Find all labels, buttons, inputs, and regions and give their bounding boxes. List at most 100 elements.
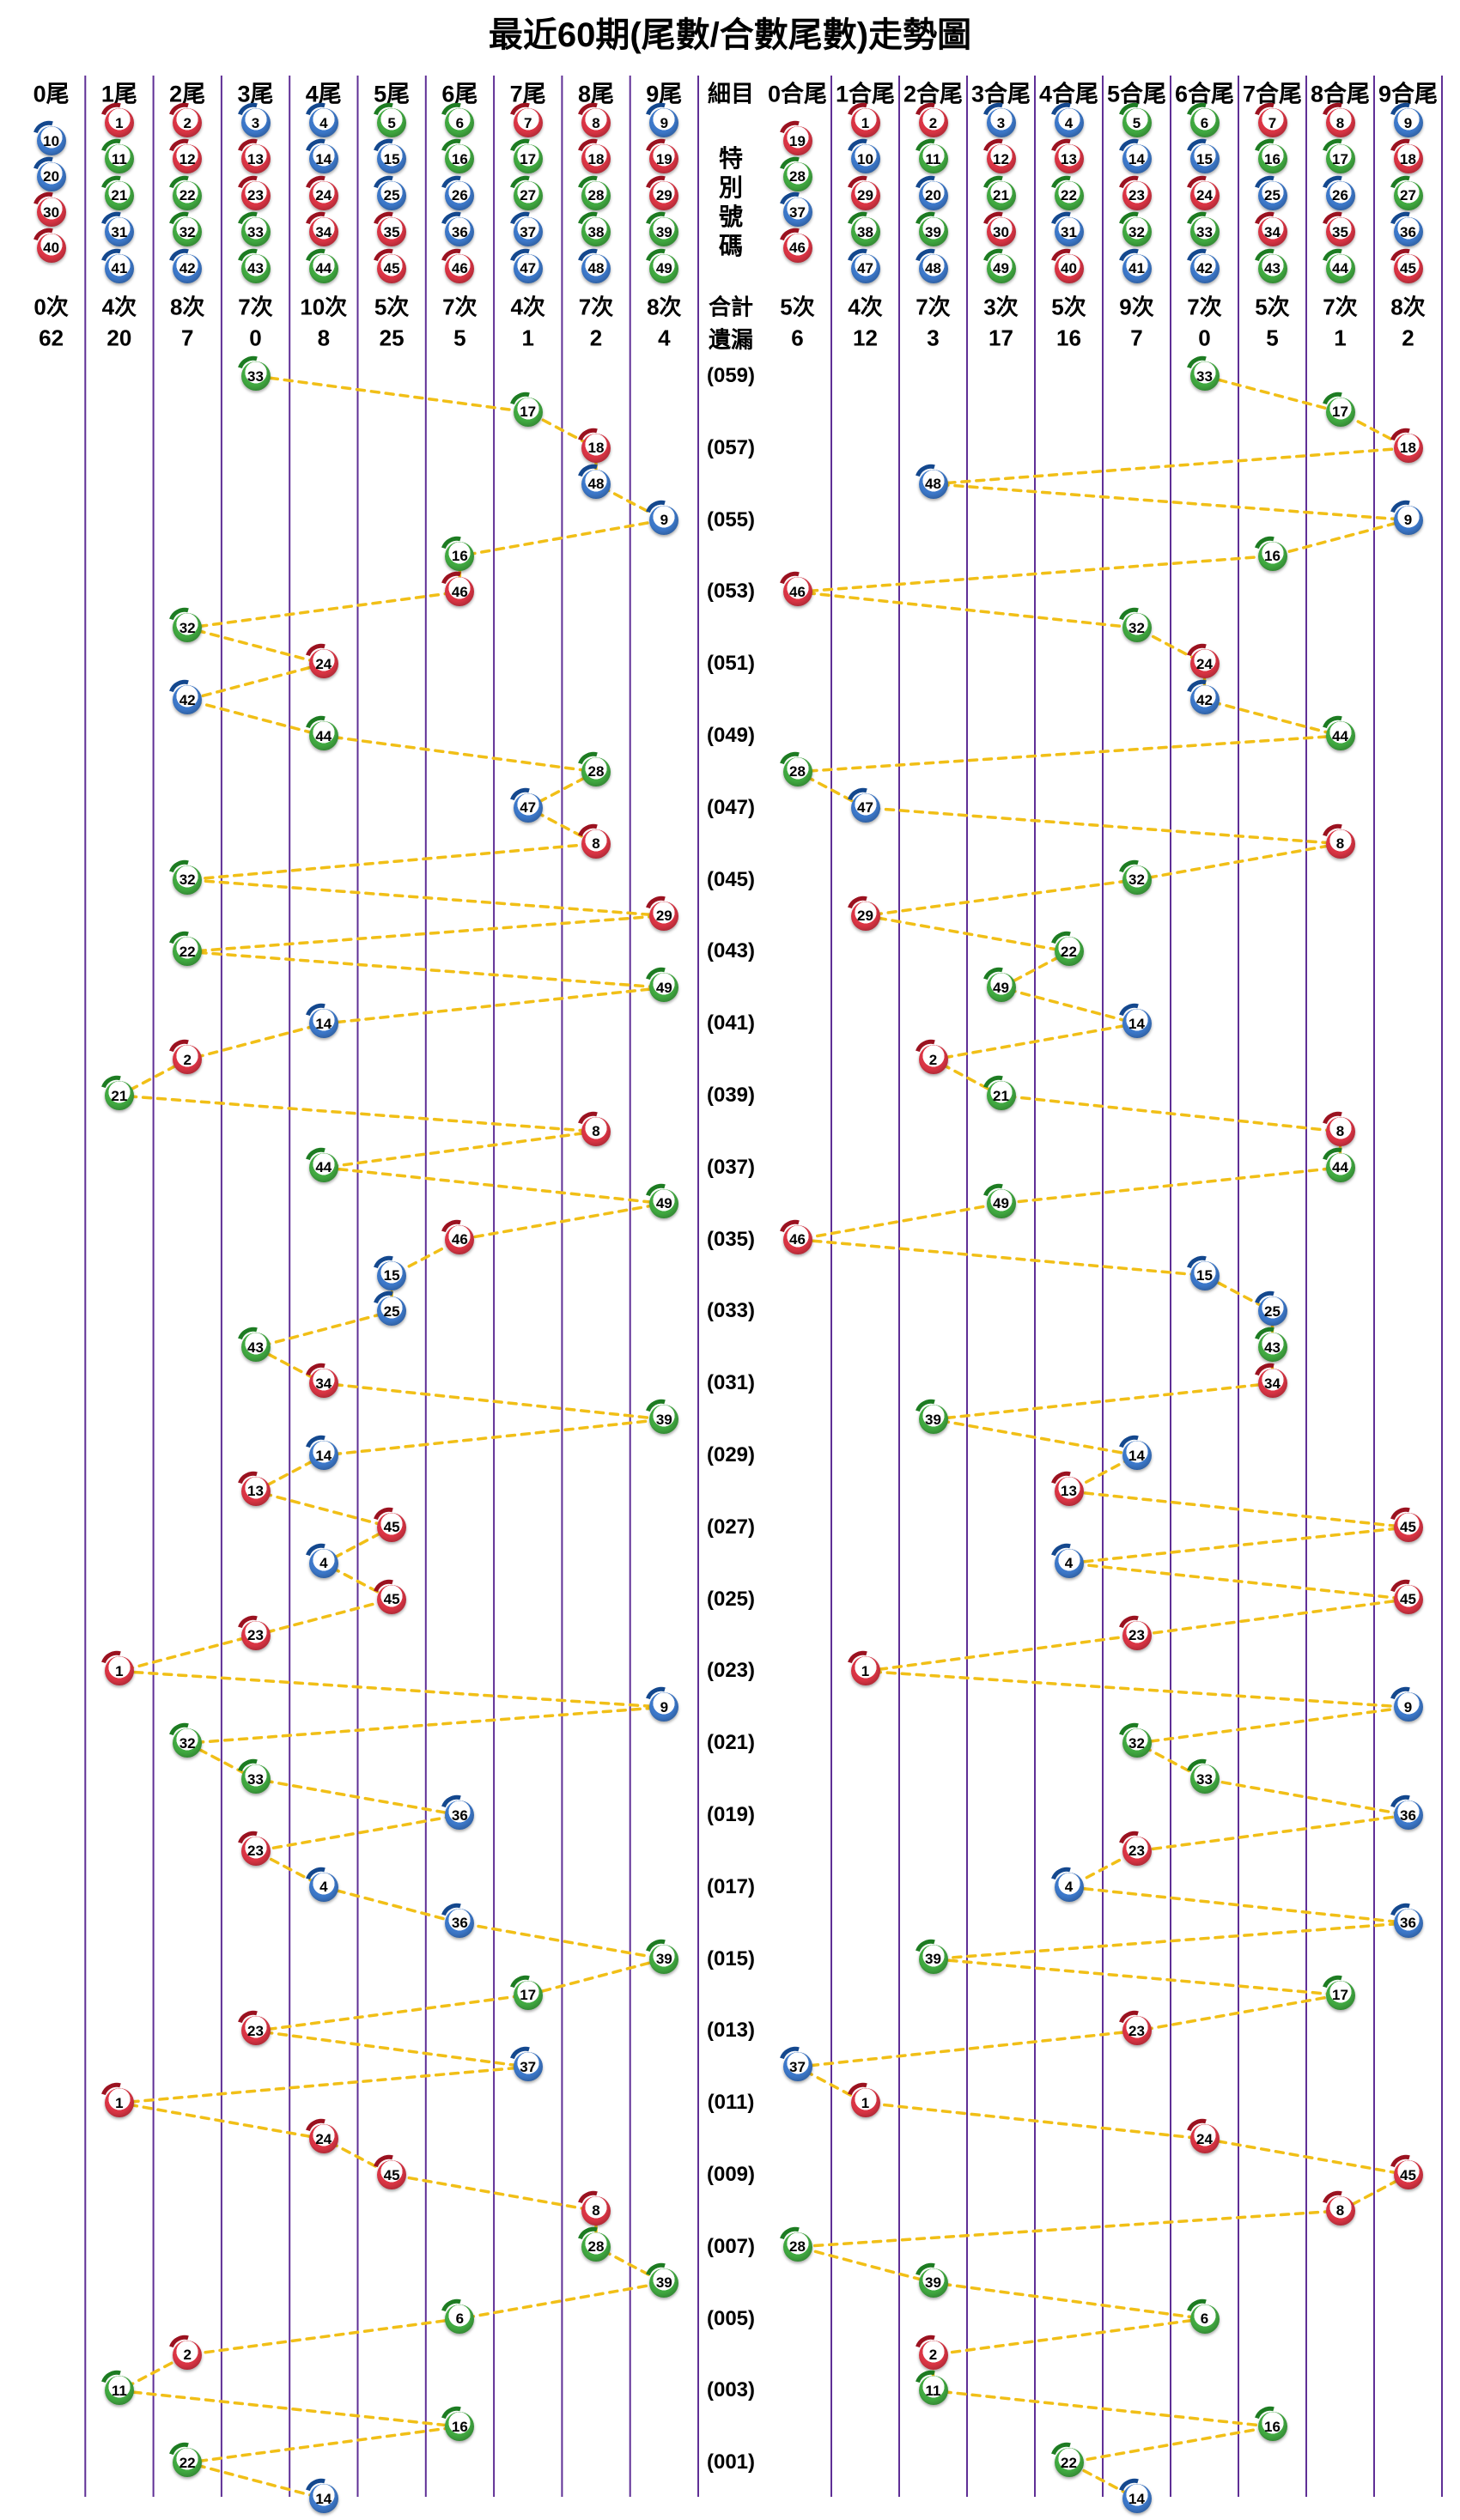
header-ball: 49 bbox=[986, 253, 1016, 283]
header-ball: 2 bbox=[918, 108, 948, 137]
header-ball: 24 bbox=[308, 180, 338, 210]
period-label: (003) bbox=[706, 2378, 756, 2402]
header-ball: 21 bbox=[986, 180, 1016, 210]
header-ball: 18 bbox=[1393, 144, 1423, 174]
chart-ball-tail: 9 bbox=[649, 505, 679, 535]
period-label: (017) bbox=[706, 1874, 756, 1898]
chart-ball-sum-tail: 2 bbox=[918, 1045, 948, 1075]
period-label: (011) bbox=[707, 2091, 755, 2115]
chart-ball-tail: 25 bbox=[377, 1296, 407, 1327]
chart-ball-tail: 29 bbox=[649, 901, 679, 931]
chart-ball-sum-tail: 28 bbox=[782, 2232, 812, 2262]
chart-ball-tail: 46 bbox=[445, 1224, 475, 1254]
chart-ball-sum-tail: 47 bbox=[850, 792, 880, 823]
chart-ball-tail: 2 bbox=[173, 1045, 203, 1075]
chart-ball-tail: 8 bbox=[581, 2195, 611, 2225]
chart-ball-tail: 39 bbox=[649, 2268, 679, 2298]
header-ball: 34 bbox=[1257, 217, 1287, 247]
header-ball: 1 bbox=[850, 108, 880, 137]
header-ball: 32 bbox=[173, 217, 203, 247]
period-label: (025) bbox=[706, 1587, 756, 1611]
chart-ball-sum-tail: 18 bbox=[1393, 433, 1423, 463]
header-ball: 22 bbox=[173, 180, 203, 210]
column-header: 0尾 bbox=[33, 81, 70, 107]
header-ball: 40 bbox=[36, 233, 66, 263]
chart-ball-sum-tail: 48 bbox=[918, 469, 948, 499]
chart-ball-tail: 23 bbox=[240, 1620, 271, 1650]
chart-ball-tail: 28 bbox=[581, 756, 611, 786]
chart-ball-sum-tail: 11 bbox=[918, 2376, 948, 2406]
miss-value: 17 bbox=[989, 325, 1013, 351]
header-ball: 46 bbox=[445, 253, 475, 283]
count-label: 4次 bbox=[510, 294, 545, 320]
header-ball: 7 bbox=[513, 108, 543, 137]
period-label: (045) bbox=[706, 867, 756, 891]
miss-value: 0 bbox=[1198, 325, 1211, 351]
chart-ball-tail: 45 bbox=[377, 1512, 407, 1542]
period-label: (007) bbox=[706, 2234, 756, 2258]
header-ball: 20 bbox=[918, 180, 948, 210]
header-ball: 45 bbox=[1393, 253, 1423, 283]
chart-ball-tail: 14 bbox=[308, 2484, 338, 2514]
chart-ball-tail: 17 bbox=[513, 1980, 543, 2010]
header-ball: 27 bbox=[1393, 180, 1423, 210]
header-ball: 33 bbox=[240, 217, 271, 247]
header-ball: 44 bbox=[308, 253, 338, 283]
chart-ball-sum-tail: 9 bbox=[1393, 505, 1423, 535]
period-label: (001) bbox=[706, 2450, 756, 2474]
period-label: (031) bbox=[706, 1371, 756, 1395]
chart-ball-sum-tail: 23 bbox=[1122, 1620, 1152, 1650]
header-ball: 25 bbox=[1257, 180, 1287, 210]
chart-ball-tail: 23 bbox=[240, 1836, 271, 1866]
chart-ball-sum-tail: 2 bbox=[918, 2340, 948, 2370]
header-ball: 35 bbox=[1325, 217, 1355, 247]
chart-ball-sum-tail: 37 bbox=[782, 2052, 812, 2082]
header-ball: 19 bbox=[782, 126, 812, 155]
count-label: 8次 bbox=[169, 294, 205, 320]
special-number-label-char: 別 bbox=[718, 174, 744, 201]
chart-ball-tail: 16 bbox=[445, 2412, 475, 2442]
period-label: (005) bbox=[706, 2306, 756, 2330]
count-label: 4次 bbox=[848, 294, 883, 320]
chart-ball-tail: 33 bbox=[240, 1764, 271, 1794]
header-ball: 39 bbox=[649, 217, 679, 247]
chart-ball-sum-tail: 1 bbox=[850, 2088, 880, 2118]
special-number-label-char: 號 bbox=[718, 203, 744, 230]
period-label: (035) bbox=[706, 1227, 756, 1251]
header-ball: 26 bbox=[445, 180, 475, 210]
miss-value: 16 bbox=[1056, 325, 1081, 351]
chart-ball-tail: 42 bbox=[173, 685, 203, 715]
period-label: (015) bbox=[706, 1946, 756, 1970]
chart-ball-tail: 22 bbox=[173, 2448, 203, 2478]
chart-ball-tail: 15 bbox=[377, 1260, 407, 1290]
header-ball: 18 bbox=[581, 144, 611, 174]
chart-ball-tail: 39 bbox=[649, 1405, 679, 1435]
chart-ball-tail: 47 bbox=[513, 792, 543, 823]
chart-ball-sum-tail: 9 bbox=[1393, 1692, 1423, 1722]
count-label: 5次 bbox=[780, 294, 815, 320]
period-label: (013) bbox=[706, 2019, 756, 2043]
chart-ball-tail: 22 bbox=[173, 937, 203, 967]
chart-ball-sum-tail: 45 bbox=[1393, 1584, 1423, 1614]
header-ball: 36 bbox=[445, 217, 475, 247]
chart-ball-sum-tail: 8 bbox=[1325, 2195, 1355, 2225]
chart-ball-sum-tail: 39 bbox=[918, 2268, 948, 2298]
miss-value: 5 bbox=[453, 325, 466, 351]
connector-line-sum-tail bbox=[792, 374, 1414, 2500]
chart-ball-sum-tail: 15 bbox=[1189, 1260, 1220, 1290]
chart-ball-tail: 45 bbox=[377, 1584, 407, 1614]
header-ball: 10 bbox=[850, 144, 880, 174]
header-ball: 30 bbox=[986, 217, 1016, 247]
chart-ball-tail: 11 bbox=[104, 2376, 134, 2406]
header-ball: 4 bbox=[1054, 108, 1084, 137]
chart-ball-sum-tail: 13 bbox=[1054, 1476, 1084, 1506]
chart-ball-tail: 39 bbox=[649, 1944, 679, 1974]
count-label: 8次 bbox=[1390, 294, 1426, 320]
miss-value: 7 bbox=[1130, 325, 1143, 351]
header-ball: 20 bbox=[36, 161, 66, 191]
header-ball: 14 bbox=[308, 144, 338, 174]
period-label: (037) bbox=[706, 1155, 756, 1179]
chart-ball-tail: 8 bbox=[581, 829, 611, 859]
chart-ball-sum-tail: 49 bbox=[986, 973, 1016, 1003]
